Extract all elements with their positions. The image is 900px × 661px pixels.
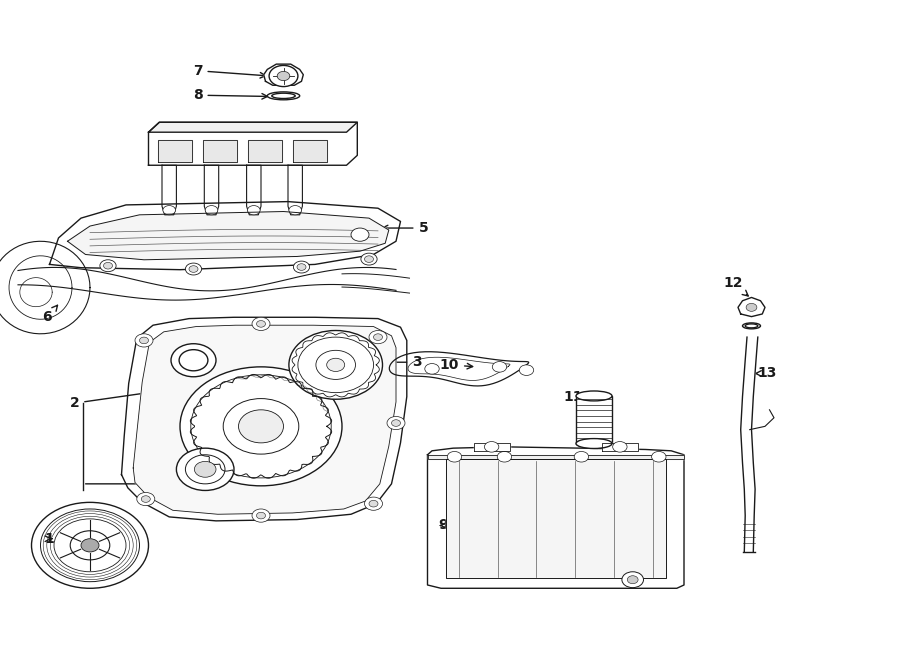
Circle shape xyxy=(81,539,99,552)
Circle shape xyxy=(135,334,153,347)
Text: 9: 9 xyxy=(438,518,448,533)
Polygon shape xyxy=(288,165,302,215)
Polygon shape xyxy=(264,64,303,85)
Polygon shape xyxy=(473,443,509,451)
Circle shape xyxy=(100,260,116,272)
Polygon shape xyxy=(741,337,758,552)
Circle shape xyxy=(293,261,310,273)
Circle shape xyxy=(32,502,148,588)
Circle shape xyxy=(137,492,155,506)
Text: 5: 5 xyxy=(382,221,428,235)
Circle shape xyxy=(171,344,216,377)
Ellipse shape xyxy=(576,439,612,448)
Circle shape xyxy=(425,364,439,374)
Circle shape xyxy=(277,71,290,81)
Circle shape xyxy=(176,448,234,490)
Circle shape xyxy=(252,509,270,522)
Circle shape xyxy=(141,496,150,502)
Circle shape xyxy=(316,350,356,379)
Circle shape xyxy=(289,330,382,399)
Circle shape xyxy=(364,497,382,510)
Text: 2: 2 xyxy=(69,390,153,410)
Circle shape xyxy=(104,262,112,269)
Circle shape xyxy=(289,206,302,215)
Polygon shape xyxy=(446,459,666,578)
Bar xyxy=(576,396,612,444)
Circle shape xyxy=(194,461,216,477)
Text: 8: 8 xyxy=(193,88,267,102)
Polygon shape xyxy=(202,140,237,162)
Circle shape xyxy=(519,365,534,375)
Circle shape xyxy=(374,334,382,340)
Circle shape xyxy=(223,399,299,454)
Polygon shape xyxy=(50,202,400,270)
Polygon shape xyxy=(148,122,357,165)
Circle shape xyxy=(191,375,331,478)
Circle shape xyxy=(369,330,387,344)
Polygon shape xyxy=(602,443,638,451)
Circle shape xyxy=(256,321,266,327)
Polygon shape xyxy=(204,165,219,215)
Polygon shape xyxy=(428,455,684,459)
Polygon shape xyxy=(133,325,396,514)
Polygon shape xyxy=(428,447,684,588)
Circle shape xyxy=(252,317,270,330)
Ellipse shape xyxy=(742,323,760,329)
Polygon shape xyxy=(162,165,176,215)
Circle shape xyxy=(351,228,369,241)
Text: 7: 7 xyxy=(193,63,266,78)
Circle shape xyxy=(163,206,176,215)
Circle shape xyxy=(387,416,405,430)
Circle shape xyxy=(238,410,284,443)
Circle shape xyxy=(180,367,342,486)
Circle shape xyxy=(497,451,511,462)
Polygon shape xyxy=(148,122,357,132)
Circle shape xyxy=(652,451,666,462)
Polygon shape xyxy=(247,165,261,215)
Polygon shape xyxy=(292,140,327,162)
Text: 10: 10 xyxy=(439,358,472,372)
Polygon shape xyxy=(158,140,192,162)
Text: 4: 4 xyxy=(145,479,193,504)
Circle shape xyxy=(327,358,345,371)
Ellipse shape xyxy=(267,92,300,100)
Circle shape xyxy=(369,500,378,507)
Circle shape xyxy=(297,264,306,270)
Circle shape xyxy=(248,206,260,215)
Circle shape xyxy=(484,442,499,452)
Circle shape xyxy=(256,512,266,519)
Circle shape xyxy=(746,303,757,311)
Circle shape xyxy=(622,572,644,588)
Circle shape xyxy=(140,337,148,344)
Text: 1: 1 xyxy=(44,531,54,546)
Circle shape xyxy=(189,266,198,272)
Circle shape xyxy=(613,442,627,452)
Circle shape xyxy=(392,420,400,426)
Ellipse shape xyxy=(576,391,612,401)
Circle shape xyxy=(269,65,298,87)
Polygon shape xyxy=(390,352,528,386)
Text: 11: 11 xyxy=(563,389,590,405)
Circle shape xyxy=(364,256,373,262)
Circle shape xyxy=(185,263,202,275)
Polygon shape xyxy=(68,212,389,260)
Text: 13: 13 xyxy=(755,366,778,381)
Circle shape xyxy=(627,576,638,584)
Circle shape xyxy=(574,451,589,462)
Circle shape xyxy=(298,337,374,393)
Circle shape xyxy=(205,206,218,215)
Polygon shape xyxy=(0,241,90,334)
Text: 3: 3 xyxy=(381,355,422,369)
Text: 6: 6 xyxy=(42,305,58,325)
Circle shape xyxy=(361,253,377,265)
Polygon shape xyxy=(738,297,765,317)
Text: 12: 12 xyxy=(723,276,748,296)
Polygon shape xyxy=(248,140,282,162)
Polygon shape xyxy=(122,317,407,521)
Circle shape xyxy=(492,362,507,372)
Circle shape xyxy=(447,451,462,462)
